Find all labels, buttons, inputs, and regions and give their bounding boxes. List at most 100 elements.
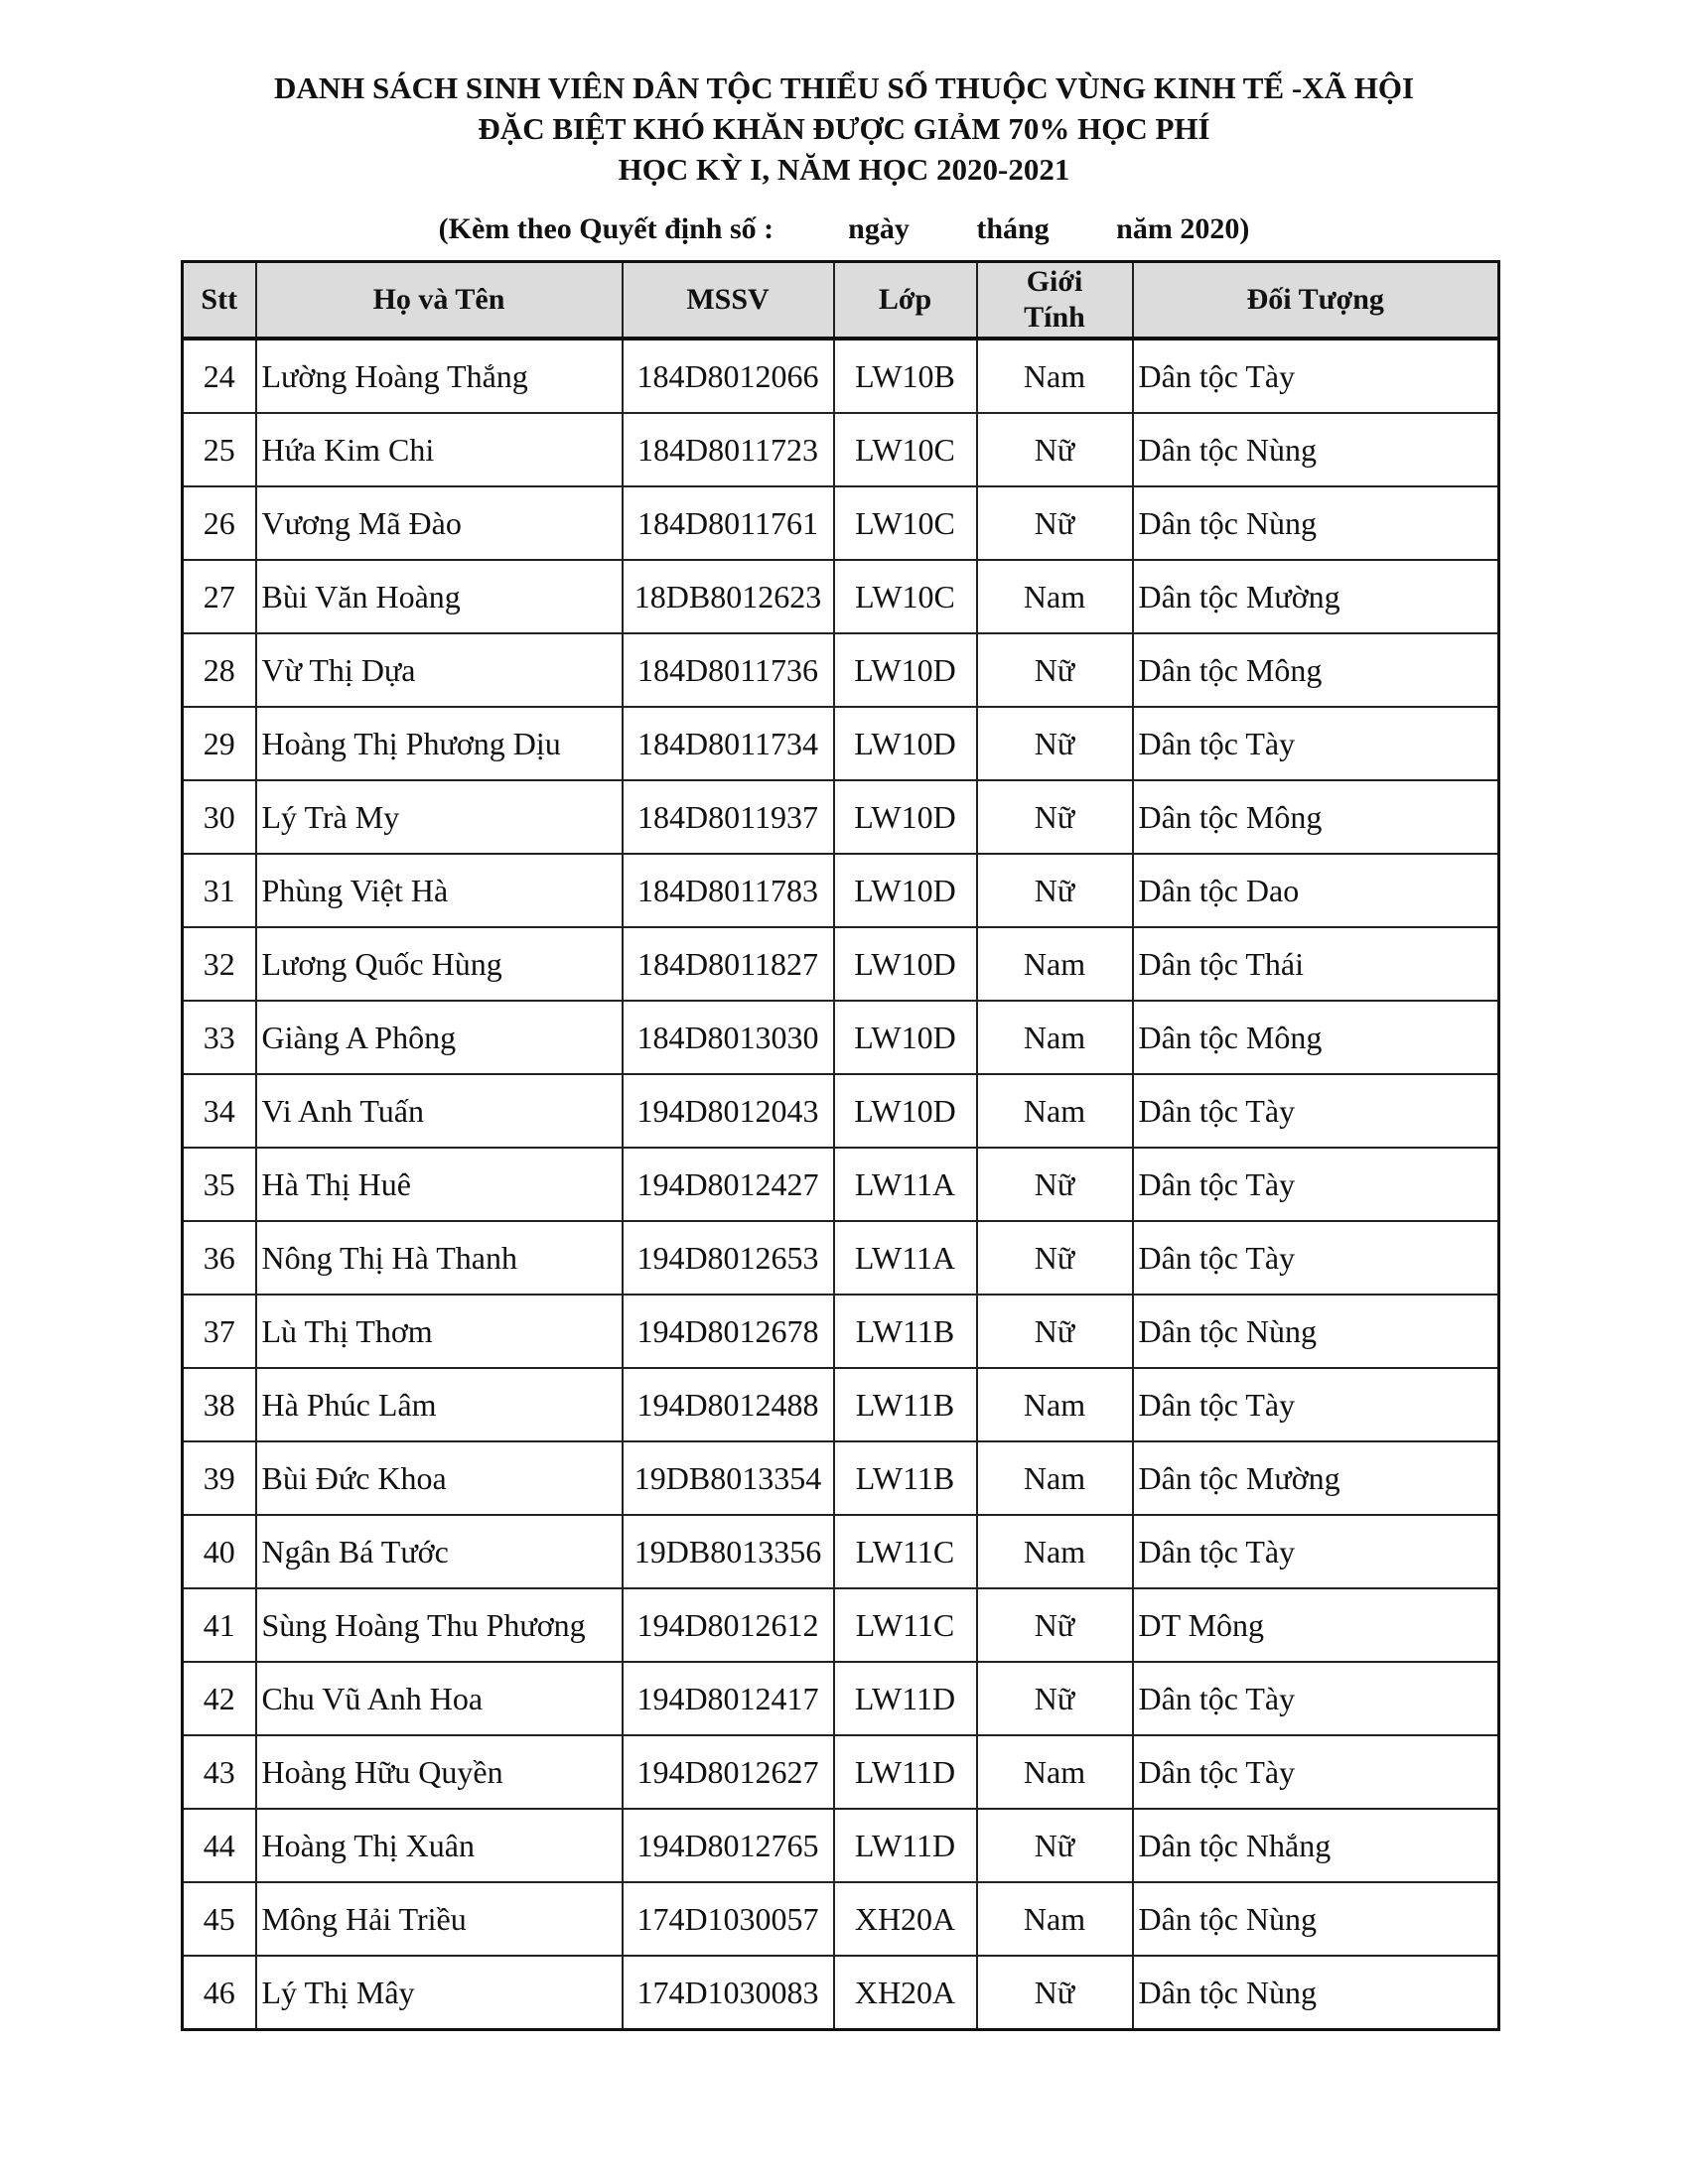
table-row: 39 Bùi Đức Khoa 19DB8013354 LW11B Nam Dân tộc… [181, 1440, 1500, 1516]
class-cell: LW10D [832, 632, 978, 708]
stt-cell: 46 [181, 1955, 257, 2031]
table-row: 36 Nông Thị Hà Thanh 194D8012653 LW11A Nữ Dân… [181, 1220, 1500, 1296]
document-title-line-2: ĐẶC BIỆT KHÓ KHĂN ĐƯỢC GIẢM 70% HỌC PHÍ [478, 111, 1210, 146]
class-cell: LW10D [832, 779, 978, 855]
class-cell: LW11B [832, 1294, 978, 1369]
table-row: 24 Lường Hoàng Thắng 184D8012066 LW10B Nam Dâ… [181, 338, 1500, 414]
stt-cell: 31 [181, 853, 257, 928]
stt-cell: 45 [181, 1881, 257, 1957]
stt-cell: 27 [181, 559, 257, 634]
table-row: 40 Ngân Bá Tước 19DB8013356 LW11C Nam Dân tộc… [181, 1514, 1500, 1589]
gender-cell: Nữ [975, 1220, 1134, 1296]
table-row: 44 Hoàng Thị Xuân 194D8012765 LW11D Nữ Dân tộ… [181, 1808, 1500, 1883]
gender-cell: Nam [975, 338, 1134, 414]
gender-cell: Nữ [975, 853, 1134, 928]
category-cell: Dân tộc Tày [1131, 338, 1500, 414]
table-row: 37 Lù Thị Thơm 194D8012678 LW11B Nữ Dân tộc N… [181, 1294, 1500, 1369]
name-cell: Lý Trà My [254, 779, 624, 855]
name-cell: Mông Hải Triều [254, 1881, 624, 1957]
name-cell: Hoàng Thị Xuân [254, 1808, 624, 1883]
document-title-line-3: HỌC KỲ I, NĂM HỌC 2020-2021 [618, 152, 1070, 187]
name-cell: Lý Thị Mây [254, 1955, 624, 2031]
category-cell: Dân tộc Mông [1131, 632, 1500, 708]
stt-cell: 44 [181, 1808, 257, 1883]
mssv-cell: 184D8011736 [621, 632, 835, 708]
mssv-cell: 194D8012678 [621, 1294, 835, 1369]
table-row: 30 Lý Trà My 184D8011937 LW10D Nữ Dân tộc Môn… [181, 779, 1500, 855]
table-header-row: Stt Họ và Tên MSSV Lớp Giới Tính Đối Tượ… [181, 260, 1500, 341]
gender-cell: Nữ [975, 1661, 1134, 1736]
category-cell: Dân tộc Tày [1131, 1367, 1500, 1442]
table-row: 33 Giàng A Phông 184D8013030 LW10D Nam Dân tộ… [181, 1000, 1500, 1075]
gender-cell: Nam [975, 1000, 1134, 1075]
category-cell: Dân tộc Nùng [1131, 1881, 1500, 1957]
gender-cell: Nam [975, 1073, 1134, 1149]
gender-cell: Nữ [975, 412, 1134, 487]
category-cell: Dân tộc Mường [1131, 559, 1500, 634]
table-row: 27 Bùi Văn Hoàng 18DB8012623 LW10C Nam Dân tộ… [181, 559, 1500, 634]
name-cell: Lường Hoàng Thắng [254, 338, 624, 414]
header-stt: Stt [181, 260, 257, 341]
name-cell: Phùng Việt Hà [254, 853, 624, 928]
gender-cell: Nữ [975, 485, 1134, 561]
table-row: 34 Vi Anh Tuấn 194D8012043 LW10D Nam Dân tộc … [181, 1073, 1500, 1149]
name-cell: Vi Anh Tuấn [254, 1073, 624, 1149]
table-row: 29 Hoàng Thị Phương Dịu 184D8011734 LW10D Nữ… [181, 706, 1500, 781]
stt-cell: 43 [181, 1734, 257, 1810]
mssv-cell: 19DB8013354 [621, 1440, 835, 1516]
table-row: 35 Hà Thị Huê 194D8012427 LW11A Nữ Dân tộc Tà… [181, 1147, 1500, 1222]
category-cell: Dân tộc Mông [1131, 779, 1500, 855]
class-cell: LW11A [832, 1220, 978, 1296]
category-cell: Dân tộc Nùng [1131, 412, 1500, 487]
table-row: 38 Hà Phúc Lâm 194D8012488 LW11B Nam Dân tộc … [181, 1367, 1500, 1442]
header-name: Họ và Tên [254, 260, 624, 341]
name-cell: Chu Vũ Anh Hoa [254, 1661, 624, 1736]
category-cell: Dân tộc Tày [1131, 706, 1500, 781]
gender-cell: Nam [975, 1440, 1134, 1516]
table-row: 28 Vừ Thị Dựa 184D8011736 LW10D Nữ Dân tộc Mô… [181, 632, 1500, 708]
gender-cell: Nam [975, 1734, 1134, 1810]
stt-cell: 40 [181, 1514, 257, 1589]
name-cell: Lù Thị Thơm [254, 1294, 624, 1369]
gender-cell: Nam [975, 559, 1134, 634]
table-row: 45 Mông Hải Triều 174D1030057 XH20A Nam Dân t… [181, 1881, 1500, 1957]
gender-cell: Nữ [975, 1294, 1134, 1369]
header-gender: Giới Tính [975, 260, 1134, 341]
class-cell: XH20A [832, 1955, 978, 2031]
table-row: 43 Hoàng Hữu Quyền 194D8012627 LW11D Nam Dân … [181, 1734, 1500, 1810]
stt-cell: 36 [181, 1220, 257, 1296]
stt-cell: 25 [181, 412, 257, 487]
stt-cell: 30 [181, 779, 257, 855]
category-cell: Dân tộc Nùng [1131, 485, 1500, 561]
mssv-cell: 184D8011761 [621, 485, 835, 561]
name-cell: Hà Phúc Lâm [254, 1367, 624, 1442]
category-cell: Dân tộc Mường [1131, 1440, 1500, 1516]
stt-cell: 32 [181, 926, 257, 1002]
mssv-cell: 184D8011723 [621, 412, 835, 487]
category-cell: Dân tộc Mông [1131, 1000, 1500, 1075]
table-row: 32 Lương Quốc Hùng 184D8011827 LW10D Nam Dân … [181, 926, 1500, 1002]
mssv-cell: 184D8011783 [621, 853, 835, 928]
gender-cell: Nam [975, 1514, 1134, 1589]
table-row: 41 Sùng Hoàng Thu Phương 194D8012612 LW11C N… [181, 1587, 1500, 1663]
category-cell: Dân tộc Tày [1131, 1073, 1500, 1149]
category-cell: Dân tộc Dao [1131, 853, 1500, 928]
stt-cell: 34 [181, 1073, 257, 1149]
class-cell: LW11D [832, 1661, 978, 1736]
mssv-cell: 194D8012627 [621, 1734, 835, 1810]
class-cell: LW10D [832, 853, 978, 928]
mssv-cell: 194D8012765 [621, 1808, 835, 1883]
mssv-cell: 194D8012427 [621, 1147, 835, 1222]
mssv-cell: 184D8011827 [621, 926, 835, 1002]
mssv-cell: 194D8012488 [621, 1367, 835, 1442]
header-class: Lớp [832, 260, 978, 341]
gender-cell: Nữ [975, 779, 1134, 855]
mssv-cell: 184D8011734 [621, 706, 835, 781]
stt-cell: 39 [181, 1440, 257, 1516]
class-cell: LW11C [832, 1514, 978, 1589]
gender-cell: Nam [975, 1881, 1134, 1957]
table-row: 25 Hứa Kim Chi 184D8011723 LW10C Nữ Dân tộc N… [181, 412, 1500, 487]
gender-cell: Nữ [975, 1955, 1134, 2031]
name-cell: Bùi Đức Khoa [254, 1440, 624, 1516]
class-cell: LW10D [832, 1000, 978, 1075]
